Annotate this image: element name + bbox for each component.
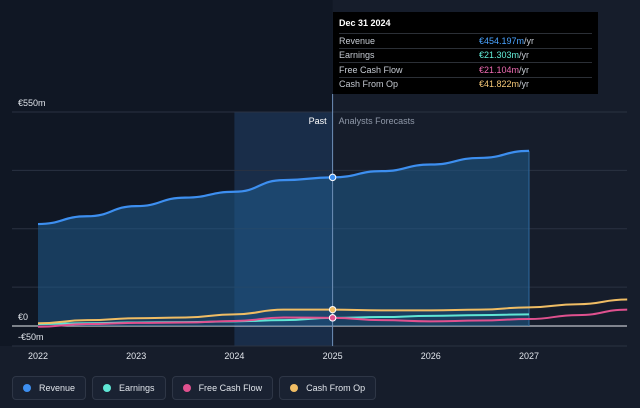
x-tick-label: 2023	[126, 351, 146, 361]
legend-item-revenue[interactable]: Revenue	[12, 376, 87, 400]
x-tick-label: 2024	[224, 351, 244, 361]
y-tick-label: -€50m	[18, 332, 44, 342]
series-areas	[38, 150, 530, 326]
x-tick-label: 2022	[28, 351, 48, 361]
legend: Revenue Earnings Free Cash Flow Cash Fro…	[12, 376, 377, 400]
past-label: Past	[309, 116, 328, 126]
tooltip-unit: /yr	[524, 35, 535, 46]
tooltip-label: Cash From Op	[339, 79, 399, 90]
legend-label: Revenue	[39, 383, 76, 393]
cash-from-op-marker	[328, 305, 337, 314]
y-axis-labels: €550m €0 -€50m	[18, 98, 46, 342]
revenue-area	[38, 150, 529, 326]
tooltip-row-free-cash-flow: Free Cash Flow €21.104m /yr	[339, 62, 592, 77]
tooltip-value: €454.197m	[479, 35, 525, 46]
legend-label: Free Cash Flow	[198, 383, 263, 393]
tooltip-label: Revenue	[339, 35, 376, 46]
y-tick-label: €0	[18, 312, 28, 322]
tooltip-row-cash-from-op: Cash From Op €41.822m /yr	[339, 76, 592, 92]
x-tick-label: 2026	[421, 351, 441, 361]
forecast-label: Analysts Forecasts	[339, 116, 416, 126]
tooltip-unit: /yr	[519, 79, 530, 90]
free-cash-flow-marker	[328, 314, 337, 322]
cash-from-op-dot-icon	[290, 384, 299, 392]
x-axis-labels: 2022 2023 2024 2025 2026 2027	[28, 351, 539, 361]
legend-label: Earnings	[119, 383, 155, 393]
tooltip: Dec 31 2024 Revenue €454.197m /yr Earnin…	[333, 12, 598, 94]
revenue-dot-icon	[23, 384, 31, 392]
y-tick-label: €550m	[18, 98, 46, 108]
legend-item-cash-from-op[interactable]: Cash From Op	[279, 376, 377, 400]
legend-item-free-cash-flow[interactable]: Free Cash Flow	[171, 376, 274, 400]
tooltip-row-revenue: Revenue €454.197m /yr	[339, 33, 592, 48]
tooltip-value: €41.822m	[479, 79, 520, 90]
tooltip-unit: /yr	[519, 50, 530, 61]
series-markers	[328, 173, 337, 322]
revenue-marker	[328, 173, 337, 182]
legend-label: Cash From Op	[306, 383, 366, 393]
free-cash-flow-dot-icon	[182, 384, 191, 392]
revenue-line	[37, 149, 530, 226]
legend-item-earnings[interactable]: Earnings	[92, 376, 166, 400]
tooltip-row-earnings: Earnings €21.303m /yr	[339, 47, 592, 63]
tooltip-value: €21.303m	[479, 50, 520, 61]
tooltip-label: Earnings	[339, 50, 375, 61]
x-tick-label: 2027	[519, 351, 539, 361]
earnings-dot-icon	[103, 384, 112, 392]
tooltip-unit: /yr	[519, 64, 530, 75]
tooltip-date: Dec 31 2024	[339, 18, 391, 28]
tooltip-label: Free Cash Flow	[339, 64, 403, 75]
tooltip-value: €21.104m	[479, 64, 520, 75]
x-tick-label: 2025	[323, 351, 343, 361]
